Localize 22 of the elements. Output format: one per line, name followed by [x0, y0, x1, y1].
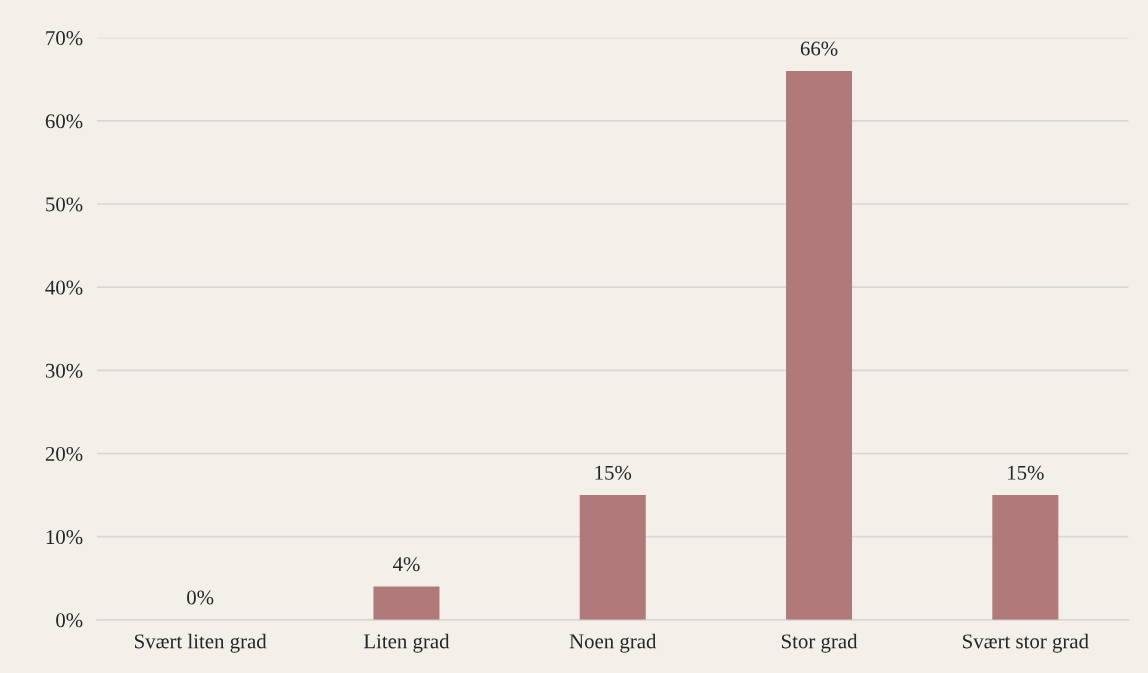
x-tick-label: Svært liten grad — [135, 633, 267, 653]
x-tick-label: Stor grad — [781, 633, 858, 653]
data-label: 66% — [800, 41, 838, 56]
data-label: 0% — [187, 590, 214, 605]
y-tick-label: 30% — [45, 363, 83, 378]
x-tick-label: Svært stor grad — [963, 633, 1089, 653]
y-tick-label: 20% — [45, 446, 83, 462]
data-label: 4% — [392, 557, 420, 572]
y-tick-label: 60% — [45, 114, 83, 129]
y-tick-label: 70% — [46, 31, 83, 46]
y-tick-label: 10% — [46, 530, 83, 545]
x-tick-label: Noen grad — [569, 633, 657, 653]
bar — [579, 495, 646, 620]
y-tick-label: 40% — [45, 280, 83, 295]
data-label: 15% — [1008, 465, 1044, 480]
y-tick-label: 50% — [46, 197, 83, 212]
bar — [992, 495, 1059, 620]
y-tick-label: 0% — [56, 613, 83, 628]
bar — [786, 70, 853, 620]
bar — [373, 586, 440, 620]
x-tick-label: Liten grad — [363, 633, 450, 653]
data-label: 15% — [595, 465, 632, 480]
